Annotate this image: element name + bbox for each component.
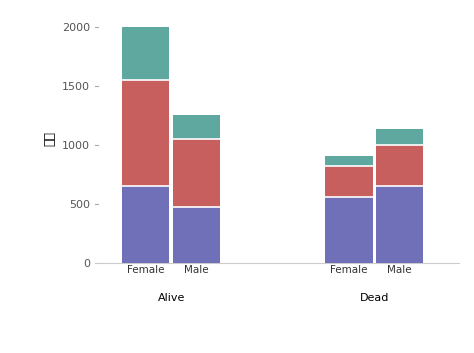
Bar [376,186,423,263]
Bar [122,80,170,186]
Bar [173,207,220,263]
Bar [173,139,220,207]
Bar [376,129,423,145]
Text: Dead: Dead [360,293,389,303]
Bar [376,145,423,186]
Bar [122,27,170,80]
Bar [325,197,373,263]
Bar [122,186,170,263]
Y-axis label: 頻数: 頻数 [44,131,56,146]
Bar [325,166,373,197]
Bar [173,115,220,139]
Bar [325,156,373,166]
Text: Alive: Alive [157,293,185,303]
